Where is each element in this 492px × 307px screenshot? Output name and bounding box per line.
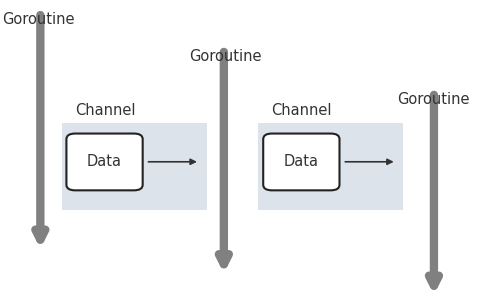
- Text: Data: Data: [87, 154, 122, 169]
- Text: Goroutine: Goroutine: [2, 12, 75, 27]
- Text: Channel: Channel: [272, 103, 332, 118]
- Text: Goroutine: Goroutine: [189, 49, 262, 64]
- Text: Goroutine: Goroutine: [398, 92, 470, 107]
- Bar: [258, 123, 403, 210]
- Bar: [62, 123, 207, 210]
- Text: Data: Data: [284, 154, 319, 169]
- FancyBboxPatch shape: [263, 134, 339, 190]
- FancyBboxPatch shape: [66, 134, 143, 190]
- Text: Channel: Channel: [76, 103, 136, 118]
